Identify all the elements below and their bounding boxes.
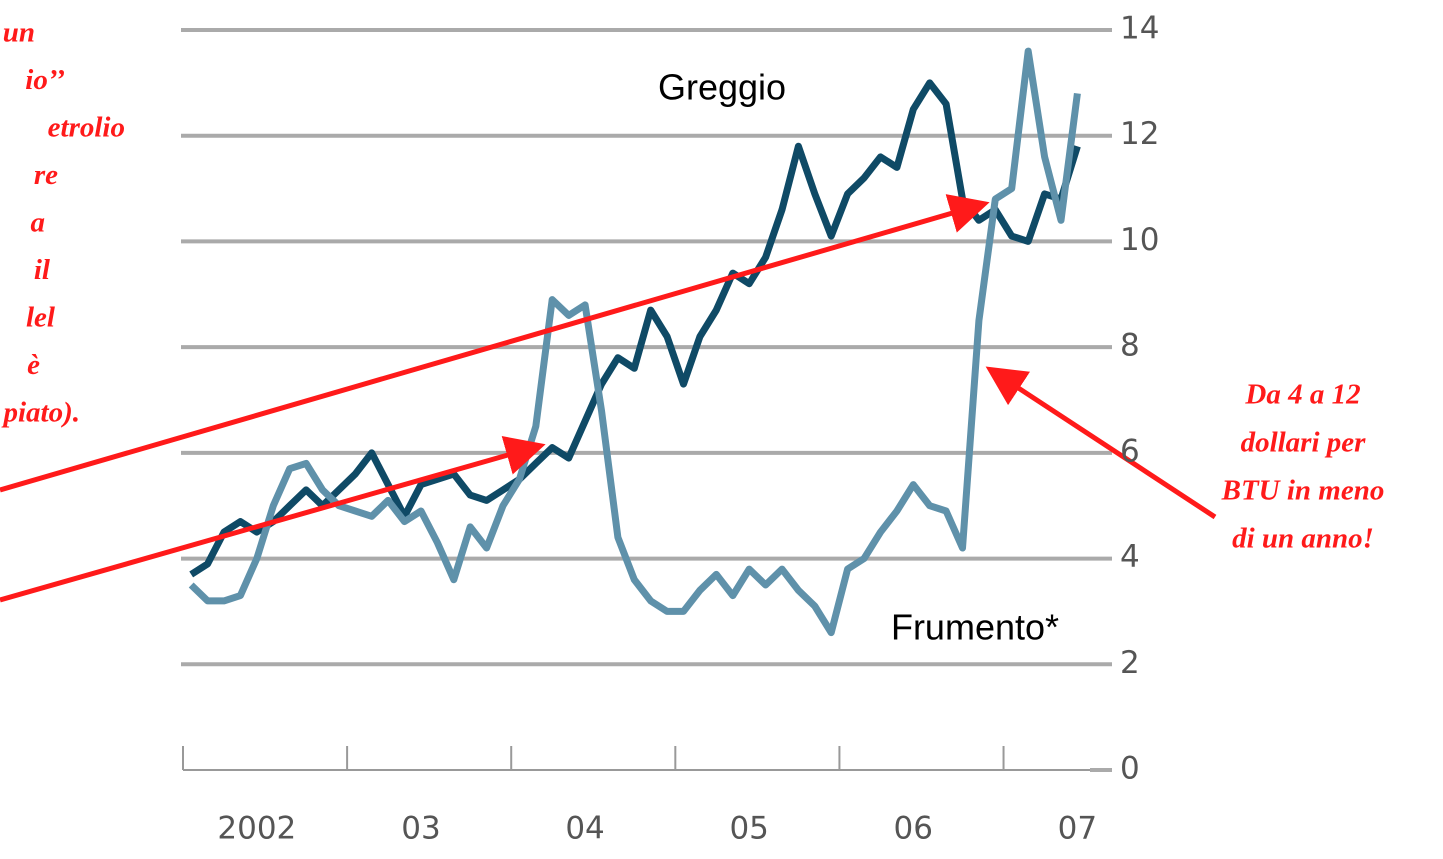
annotation-text: il bbox=[34, 254, 51, 286]
annotation-text: piato). bbox=[0, 397, 80, 429]
arrows bbox=[0, 194, 1217, 603]
annotation-text: Da 4 a 12 bbox=[1244, 379, 1360, 411]
arrow bbox=[0, 436, 546, 603]
y-tick-label: 14 bbox=[1120, 11, 1159, 47]
x-tick-label: 06 bbox=[894, 811, 933, 847]
arrow bbox=[0, 194, 990, 493]
y-tick-label: 2 bbox=[1120, 645, 1140, 681]
arrow bbox=[985, 366, 1217, 520]
annotation-text: è bbox=[27, 349, 40, 381]
lines bbox=[188, 47, 1081, 637]
y-tick-label: 10 bbox=[1120, 222, 1159, 258]
x-tick-label: 2002 bbox=[217, 811, 296, 847]
annotation-text: dollari per bbox=[1241, 427, 1367, 459]
annotation-text: un bbox=[3, 17, 35, 49]
x-tick-label: 03 bbox=[401, 811, 440, 847]
series-line bbox=[189, 79, 1081, 578]
annotation-text: lel bbox=[26, 302, 56, 334]
y-tick-label: 8 bbox=[1120, 328, 1140, 364]
annotation-text: BTU in meno bbox=[1221, 475, 1385, 507]
x-tick-label: 04 bbox=[565, 811, 604, 847]
y-tick-label: 12 bbox=[1120, 116, 1159, 152]
annotation-text: re bbox=[34, 159, 58, 191]
annotation-text: io’’ bbox=[25, 64, 65, 96]
x-tick-label: 07 bbox=[1058, 811, 1097, 847]
series-line bbox=[188, 47, 1081, 637]
x-tick-label: 05 bbox=[729, 811, 768, 847]
grid bbox=[181, 28, 1112, 772]
annotation-text: a bbox=[31, 207, 46, 239]
annotation-text: di un anno! bbox=[1232, 523, 1374, 555]
y-tick-label: 0 bbox=[1120, 751, 1140, 787]
series-label: Greggio bbox=[658, 67, 786, 108]
y-tick-label: 4 bbox=[1120, 539, 1140, 575]
annotation-text: etrolio bbox=[48, 112, 125, 144]
texts: 0 2 4 6 8 10 12 14 2002 03 04 05 06 07 Greggio Frumento… bbox=[0, 11, 1384, 847]
series-label: Frumento* bbox=[891, 607, 1059, 648]
y-tick-label: 6 bbox=[1120, 433, 1140, 469]
